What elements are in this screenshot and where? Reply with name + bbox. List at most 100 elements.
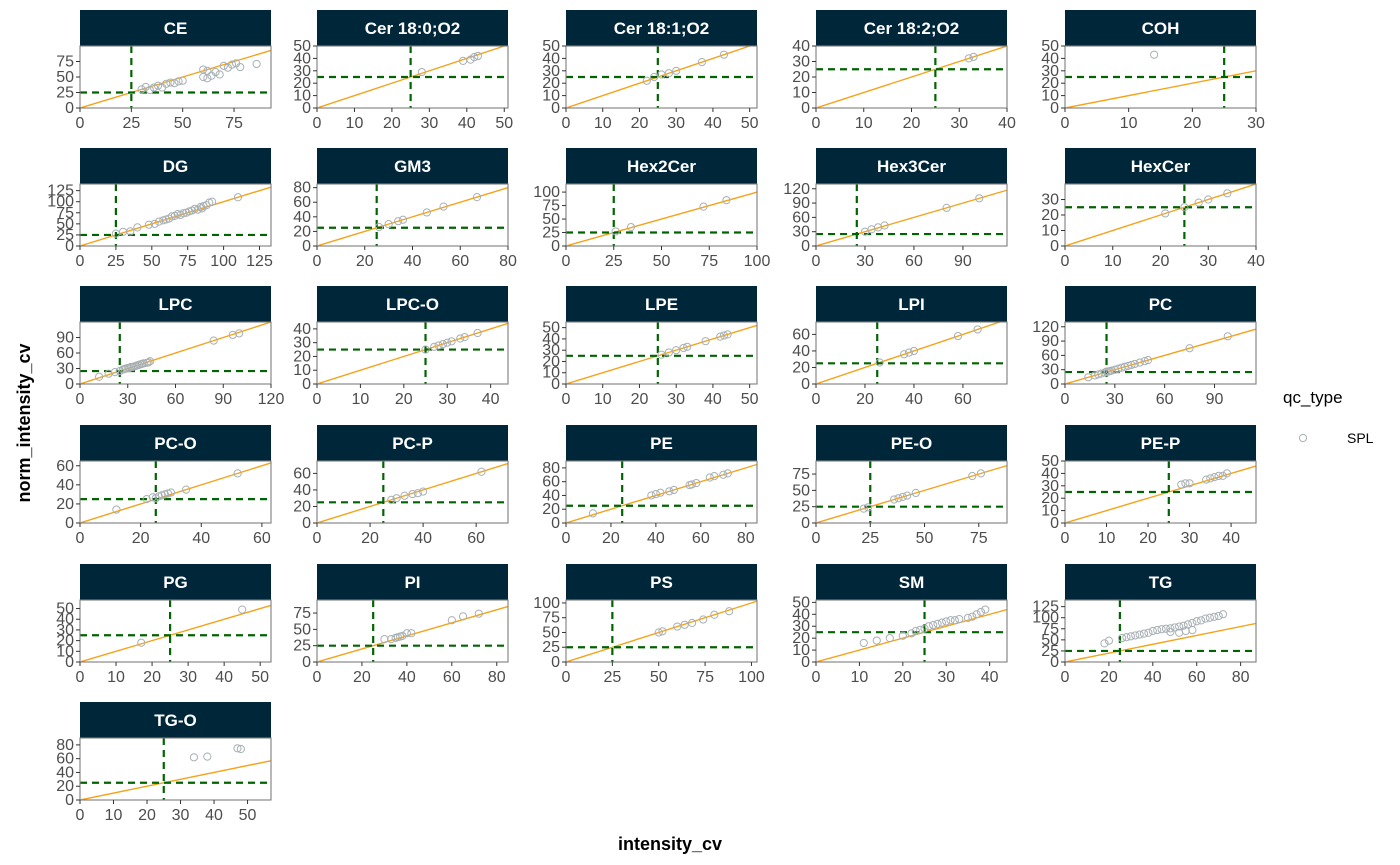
- y-tick-label: 0: [551, 654, 560, 671]
- data-point: [1135, 358, 1144, 367]
- x-tick-label: 40: [404, 253, 422, 270]
- data-point: [126, 227, 135, 236]
- data-point: [656, 488, 665, 497]
- panel-background: [80, 600, 271, 662]
- y-tick-label: 40: [542, 487, 560, 504]
- panel-background: [816, 184, 1007, 246]
- y-axis-title: norm_intensity_cv: [14, 343, 34, 502]
- panel-strip: [80, 564, 271, 600]
- x-tick-label: 60: [167, 391, 185, 408]
- data-point: [654, 628, 663, 637]
- x-tick-label: 20: [353, 669, 371, 686]
- panel-plot-area: [566, 184, 757, 246]
- data-point: [976, 469, 986, 478]
- panel-background: [566, 184, 757, 246]
- y-tick-label: 20: [56, 496, 74, 513]
- data-point: [875, 358, 884, 367]
- panel-background: [317, 600, 508, 662]
- panel-border: [565, 45, 758, 109]
- data-point: [1185, 344, 1194, 353]
- data-point: [1157, 625, 1166, 634]
- data-point: [942, 203, 951, 212]
- x-tick-label: 0: [1061, 530, 1070, 547]
- x-tick-label: 50: [741, 115, 759, 132]
- panel-title: COH: [1142, 19, 1180, 38]
- data-point: [398, 631, 407, 640]
- y-tick-label: 50: [542, 624, 560, 641]
- data-point: [374, 222, 384, 232]
- data-point: [447, 337, 456, 346]
- y-tick-label: 30: [1041, 192, 1059, 209]
- x-tick-label: 80: [737, 530, 755, 547]
- x-tick-label: 30: [667, 391, 685, 408]
- y-tick-label: 100: [1032, 610, 1059, 627]
- panel-strip: [317, 286, 508, 322]
- x-tick-label: 20: [132, 530, 150, 547]
- data-point: [1166, 624, 1175, 633]
- y-tick-label: 75: [542, 610, 560, 627]
- y-tick-label: 125: [47, 183, 74, 200]
- data-point: [178, 76, 187, 85]
- data-point: [112, 505, 121, 514]
- data-point: [1100, 639, 1109, 648]
- diagonal-line: [80, 322, 271, 384]
- data-point: [1177, 480, 1186, 489]
- data-point: [252, 59, 261, 69]
- x-tick-label: 30: [1247, 115, 1265, 132]
- data-point: [394, 217, 403, 226]
- y-tick-label: 25: [56, 85, 74, 102]
- panel-plot-area: [80, 461, 271, 523]
- diagonal-line: [1065, 70, 1256, 108]
- x-tick-label: 50: [174, 115, 192, 132]
- data-point: [697, 58, 707, 67]
- data-point: [236, 62, 245, 72]
- y-tick-label: 30: [792, 618, 810, 635]
- y-tick-label: 30: [56, 622, 74, 639]
- panel-title: LPC-O: [386, 295, 439, 314]
- y-tick-label: 10: [1041, 88, 1059, 105]
- data-point: [1144, 628, 1153, 637]
- x-tick-label: 0: [76, 530, 85, 547]
- panel-title: Cer 18:2;O2: [864, 19, 959, 38]
- data-point: [699, 202, 708, 211]
- y-tick-label: 30: [1041, 478, 1059, 495]
- data-point: [408, 489, 417, 499]
- panel-title: DG: [163, 157, 189, 176]
- data-point: [477, 467, 486, 476]
- data-point: [657, 350, 666, 359]
- panel-border: [815, 599, 1008, 663]
- y-tick-label: 20: [1041, 207, 1059, 224]
- panel-background: [816, 600, 1007, 662]
- data-point: [1143, 356, 1153, 365]
- data-point: [669, 485, 678, 495]
- data-point: [203, 66, 212, 75]
- x-tick-label: 20: [903, 115, 921, 132]
- data-point: [182, 485, 191, 494]
- panel-plot-area: [80, 322, 271, 384]
- data-point: [1170, 623, 1179, 632]
- data-point: [701, 337, 710, 346]
- y-tick-label: 20: [1041, 75, 1059, 92]
- x-tick-label: 0: [313, 530, 322, 547]
- x-tick-label: 120: [258, 391, 285, 408]
- data-point: [470, 53, 479, 62]
- data-point: [1214, 471, 1223, 480]
- data-point: [929, 620, 938, 630]
- x-tick-label: 25: [605, 253, 623, 270]
- data-point: [973, 325, 982, 334]
- data-point: [398, 215, 408, 224]
- x-tick-label: 75: [179, 253, 197, 270]
- data-point: [904, 348, 914, 357]
- data-point: [673, 622, 682, 631]
- data-point: [647, 491, 656, 500]
- y-tick-label: 30: [293, 63, 311, 80]
- data-point: [144, 358, 153, 367]
